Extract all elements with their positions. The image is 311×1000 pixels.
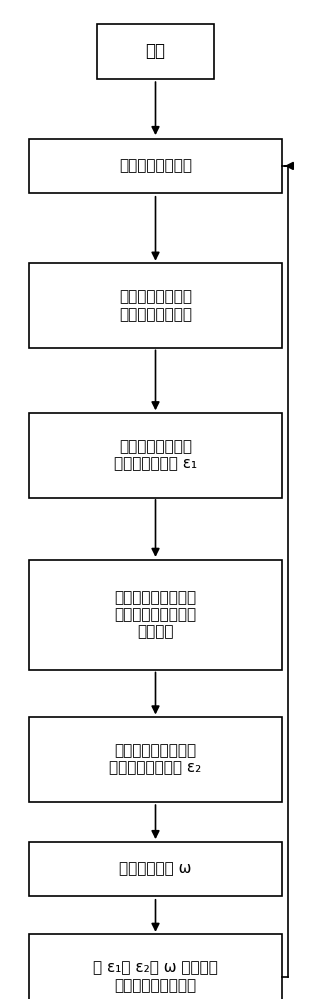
Text: 计算动量因子 ω: 计算动量因子 ω [119, 861, 192, 876]
Text: 开始: 开始 [146, 42, 165, 60]
FancyBboxPatch shape [29, 560, 282, 670]
FancyBboxPatch shape [29, 413, 282, 498]
FancyBboxPatch shape [29, 717, 282, 802]
Text: 星座点信号输入解复
用矩阵逆矩阵得到伪
观测信号: 星座点信号输入解复 用矩阵逆矩阵得到伪 观测信号 [114, 590, 197, 640]
Text: 找距离最近的星座
点计算初步误差 ε₁: 找距离最近的星座 点计算初步误差 ε₁ [114, 439, 197, 471]
FancyBboxPatch shape [29, 934, 282, 1000]
FancyBboxPatch shape [29, 263, 282, 348]
FancyBboxPatch shape [97, 24, 214, 79]
Text: 信号输入解复用矩
阵得到解复用信号: 信号输入解复用矩 阵得到解复用信号 [119, 289, 192, 322]
Text: 将 ε₁、 ε₂、 ω 带入更新
公式更新解复用矩阵: 将 ε₁、 ε₂、 ω 带入更新 公式更新解复用矩阵 [93, 960, 218, 993]
Text: 计算伪观测信号和输
入信号之间的误差 ε₂: 计算伪观测信号和输 入信号之间的误差 ε₂ [109, 743, 202, 775]
Text: 初始化解复用矩阵: 初始化解复用矩阵 [119, 158, 192, 173]
FancyBboxPatch shape [29, 842, 282, 896]
FancyBboxPatch shape [29, 139, 282, 193]
